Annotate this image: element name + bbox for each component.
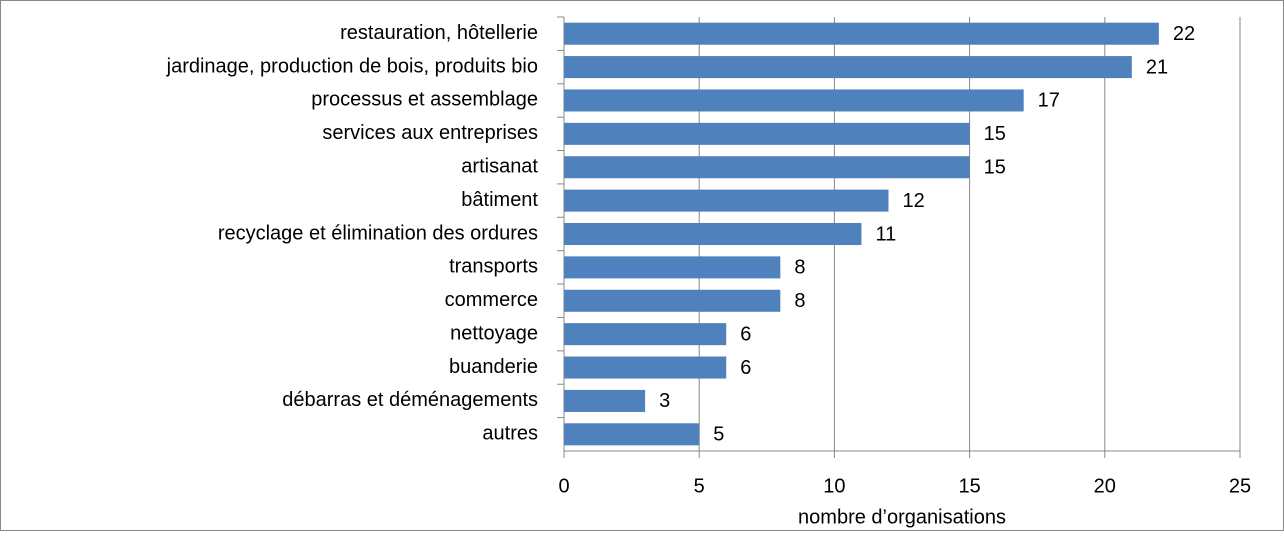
- y-tick-label: recyclage et élimination des ordures: [218, 222, 538, 244]
- data-label: 8: [794, 290, 805, 312]
- data-label: 22: [1173, 23, 1195, 45]
- data-label: 21: [1146, 56, 1168, 78]
- y-tick-label: restauration, hôtellerie: [340, 22, 538, 44]
- y-tick-label: transports: [449, 256, 538, 278]
- data-label: 12: [902, 190, 924, 212]
- data-label: 17: [1038, 90, 1060, 112]
- bar: [564, 56, 1132, 79]
- data-label: 6: [740, 323, 751, 345]
- data-label: 11: [875, 223, 896, 245]
- x-tick-label: 0: [558, 475, 569, 497]
- bar: [564, 256, 781, 279]
- y-tick-label: bâtiment: [461, 189, 538, 211]
- bar: [564, 122, 970, 145]
- bar: [564, 389, 646, 412]
- bar: [564, 189, 889, 212]
- data-label: 6: [740, 357, 751, 379]
- y-tick-label: buanderie: [449, 356, 538, 378]
- bar: [564, 323, 727, 346]
- bar: [564, 156, 970, 179]
- bar: [564, 289, 781, 312]
- x-tick-label: 10: [823, 475, 845, 497]
- data-label: 15: [984, 157, 1006, 179]
- bar: [564, 22, 1159, 45]
- data-label: 3: [659, 390, 670, 412]
- bar: [564, 356, 727, 379]
- bar: [564, 222, 862, 246]
- y-tick-label: processus et assemblage: [311, 89, 538, 111]
- x-tick-label: 5: [694, 475, 705, 497]
- y-tick-label: commerce: [445, 289, 538, 311]
- data-label: 8: [794, 257, 805, 279]
- y-tick-label: jardinage, production de bois, produits …: [166, 55, 538, 77]
- x-tick-label: 15: [958, 475, 980, 497]
- y-tick-label: services aux entreprises: [322, 122, 538, 144]
- x-tick-label: 20: [1094, 475, 1116, 497]
- y-tick-label: nettoyage: [450, 322, 538, 344]
- x-axis-title: nombre d’organisations: [798, 506, 1006, 528]
- y-tick-label: artisanat: [461, 156, 538, 178]
- bar: [564, 89, 1024, 112]
- bar: [564, 423, 700, 446]
- data-label: 15: [984, 123, 1006, 145]
- y-tick-label: débarras et déménagements: [282, 389, 538, 411]
- x-tick-label: 25: [1229, 475, 1251, 497]
- y-tick-label: autres: [482, 423, 538, 445]
- data-label: 5: [713, 424, 724, 446]
